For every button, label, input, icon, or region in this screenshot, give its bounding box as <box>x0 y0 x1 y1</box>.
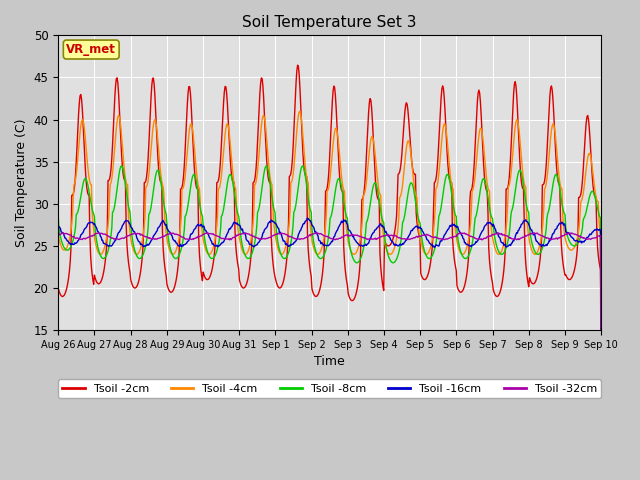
Tsoil -2cm <box>597 454 605 459</box>
Line: Tsoil -16cm: Tsoil -16cm <box>58 218 601 457</box>
Tsoil -2cm <box>120 175 128 181</box>
Tsoil -4cm <box>397 194 404 200</box>
Tsoil -32cm <box>204 230 212 236</box>
Tsoil -4cm <box>204 251 212 256</box>
Tsoil -8cm <box>54 212 62 217</box>
Line: Tsoil -2cm: Tsoil -2cm <box>58 65 601 456</box>
Tsoil -8cm <box>121 175 129 181</box>
Tsoil -32cm <box>205 231 212 237</box>
Tsoil -16cm <box>64 238 72 244</box>
Tsoil -2cm <box>294 62 301 68</box>
X-axis label: Time: Time <box>314 355 345 369</box>
Tsoil -2cm <box>204 276 212 282</box>
Tsoil -8cm <box>412 204 420 209</box>
Tsoil -16cm <box>204 231 212 237</box>
Tsoil -4cm <box>54 231 62 237</box>
Tsoil -16cm <box>412 223 420 229</box>
Tsoil -32cm <box>397 235 404 241</box>
Tsoil -32cm <box>120 236 128 241</box>
Tsoil -32cm <box>412 234 420 240</box>
Tsoil -16cm <box>397 241 404 247</box>
Tsoil -2cm <box>175 252 183 257</box>
Tsoil -32cm <box>597 453 605 459</box>
Tsoil -4cm <box>64 242 72 248</box>
Tsoil -16cm <box>120 220 128 226</box>
Tsoil -32cm <box>54 232 62 238</box>
Text: VR_met: VR_met <box>67 43 116 56</box>
Tsoil -8cm <box>176 251 184 256</box>
Tsoil -4cm <box>597 454 605 459</box>
Y-axis label: Soil Temperature (C): Soil Temperature (C) <box>15 119 28 247</box>
Tsoil -4cm <box>296 108 304 114</box>
Tsoil -8cm <box>597 454 605 459</box>
Title: Soil Temperature Set 3: Soil Temperature Set 3 <box>243 15 417 30</box>
Line: Tsoil -4cm: Tsoil -4cm <box>58 111 601 456</box>
Tsoil -16cm <box>597 454 605 460</box>
Tsoil -8cm <box>205 252 212 257</box>
Tsoil -4cm <box>120 162 128 168</box>
Tsoil -16cm <box>54 222 62 228</box>
Tsoil -8cm <box>64 247 72 253</box>
Tsoil -4cm <box>175 235 183 241</box>
Line: Tsoil -32cm: Tsoil -32cm <box>58 233 601 456</box>
Tsoil -2cm <box>64 279 72 285</box>
Legend: Tsoil -2cm, Tsoil -4cm, Tsoil -8cm, Tsoil -16cm, Tsoil -32cm: Tsoil -2cm, Tsoil -4cm, Tsoil -8cm, Tsoi… <box>58 379 602 398</box>
Tsoil -32cm <box>175 232 183 238</box>
Tsoil -16cm <box>175 243 183 249</box>
Line: Tsoil -8cm: Tsoil -8cm <box>58 166 601 456</box>
Tsoil -4cm <box>412 193 420 199</box>
Tsoil -32cm <box>64 231 72 237</box>
Tsoil -8cm <box>118 163 125 169</box>
Tsoil -2cm <box>54 285 62 290</box>
Tsoil -2cm <box>412 210 420 216</box>
Tsoil -8cm <box>397 242 404 248</box>
Tsoil -2cm <box>397 166 404 171</box>
Tsoil -16cm <box>303 215 311 221</box>
